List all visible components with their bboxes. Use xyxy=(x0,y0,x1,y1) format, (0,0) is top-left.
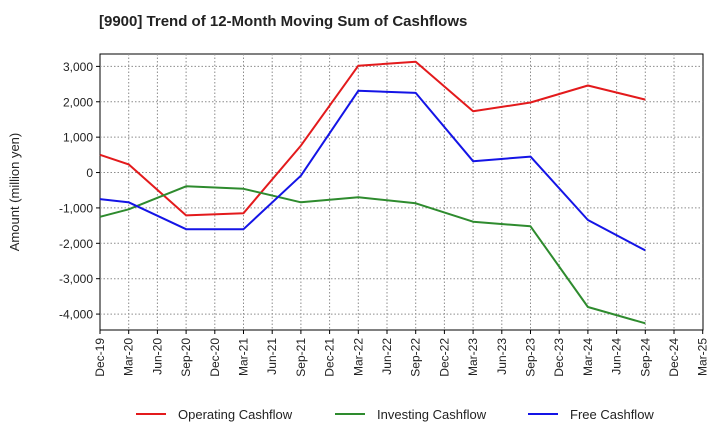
x-tick-label: Mar-24 xyxy=(581,338,595,376)
plot-area xyxy=(99,53,704,331)
x-tick-label: Dec-19 xyxy=(93,338,107,377)
x-tick-label: Jun-20 xyxy=(150,338,164,375)
x-tick-label: Sep-21 xyxy=(294,338,308,377)
y-tick-label: -1,000 xyxy=(59,201,93,215)
operating-cashflow-line xyxy=(99,60,646,217)
free-cashflow-legend-label: Free Cashflow xyxy=(570,407,654,422)
x-tick-label: Jun-24 xyxy=(610,338,624,375)
x-tick-label: Mar-22 xyxy=(351,338,365,376)
x-tick-label: Dec-20 xyxy=(208,338,222,377)
x-tick-label: Dec-23 xyxy=(552,338,566,377)
series-lines xyxy=(99,60,646,325)
x-tick-label: Jun-21 xyxy=(265,338,279,375)
y-axis-label: Amount (million yen) xyxy=(7,133,22,252)
grid-lines xyxy=(100,54,703,330)
x-tick-label: Sep-20 xyxy=(179,338,193,377)
y-tick-label: -2,000 xyxy=(59,237,93,251)
x-tick-label: Mar-20 xyxy=(122,338,136,376)
y-tick-label: 1,000 xyxy=(63,131,93,145)
x-tick-label: Mar-25 xyxy=(696,338,710,376)
investing-cashflow-legend-label: Investing Cashflow xyxy=(377,407,487,422)
x-tick-label: Sep-24 xyxy=(638,338,652,377)
investing-cashflow-line xyxy=(99,185,646,325)
y-tick-label: 2,000 xyxy=(63,95,93,109)
operating-cashflow-legend-label: Operating Cashflow xyxy=(178,407,293,422)
y-tick-label: 3,000 xyxy=(63,60,93,74)
chart-title: [9900] Trend of 12-Month Moving Sum of C… xyxy=(99,13,468,30)
x-tick-label: Dec-24 xyxy=(667,338,681,377)
x-tick-label: Dec-22 xyxy=(437,338,451,377)
y-tick-label: -4,000 xyxy=(59,308,93,322)
x-tick-label: Dec-21 xyxy=(323,338,337,377)
x-tick-label: Mar-23 xyxy=(466,338,480,376)
x-tick-label: Mar-21 xyxy=(237,338,251,376)
x-tick-label: Jun-22 xyxy=(380,338,394,375)
y-tick-label: -3,000 xyxy=(59,272,93,286)
axes: Dec-19 Mar-20 Jun-20 Sep-20 Dec-20 Mar-21 Jun-… xyxy=(59,60,710,377)
legend: Operating Cashflow Investing Cashflow Free… xyxy=(136,407,654,422)
x-tick-label: Sep-22 xyxy=(409,338,423,377)
free-cashflow-line xyxy=(99,89,646,252)
x-tick-label: Sep-23 xyxy=(524,338,538,377)
y-tick-label: 0 xyxy=(86,166,93,180)
x-tick-label: Jun-23 xyxy=(495,338,509,375)
